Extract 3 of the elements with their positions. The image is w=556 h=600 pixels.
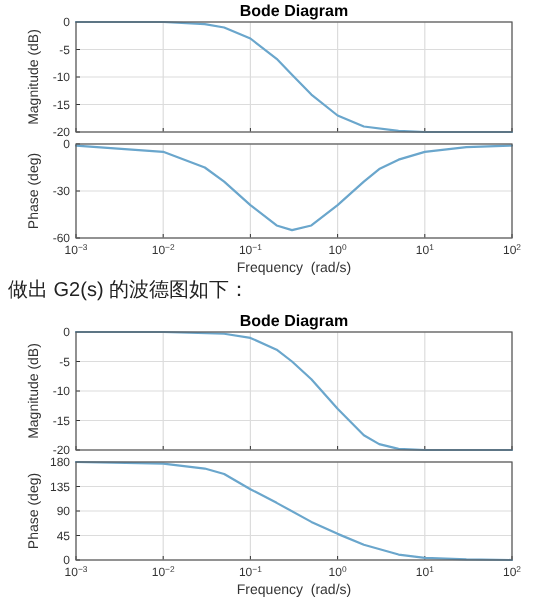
chart-title: Bode Diagram — [239, 2, 349, 20]
text: 做出 G2(s) 的波德图如下： — [8, 278, 250, 302]
chart-title: Bode Diagram — [239, 312, 349, 330]
